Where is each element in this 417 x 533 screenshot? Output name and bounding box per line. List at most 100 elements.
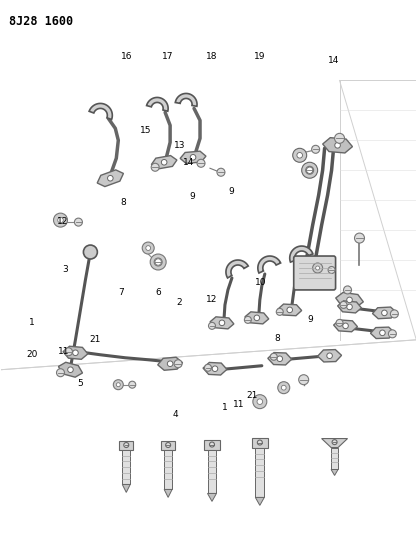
Polygon shape: [318, 350, 342, 362]
Circle shape: [335, 142, 340, 148]
Circle shape: [347, 297, 352, 303]
Text: 16: 16: [121, 52, 132, 61]
Circle shape: [217, 168, 225, 176]
Circle shape: [57, 369, 65, 377]
Text: 19: 19: [254, 52, 265, 61]
Circle shape: [382, 310, 387, 316]
Circle shape: [208, 322, 216, 329]
Bar: [204, 440, 220, 449]
Polygon shape: [245, 312, 269, 324]
Circle shape: [113, 379, 123, 390]
Circle shape: [281, 385, 286, 390]
Circle shape: [313, 263, 323, 273]
Polygon shape: [268, 352, 292, 365]
Polygon shape: [323, 138, 352, 153]
Circle shape: [336, 319, 343, 326]
Circle shape: [75, 218, 83, 226]
Text: 10: 10: [255, 278, 266, 287]
Text: 14: 14: [183, 158, 194, 167]
Text: 7: 7: [118, 287, 124, 296]
Text: 17: 17: [162, 52, 173, 61]
Circle shape: [190, 155, 196, 160]
Circle shape: [257, 440, 262, 445]
Circle shape: [154, 258, 162, 266]
Text: 9: 9: [189, 192, 195, 201]
Circle shape: [150, 254, 166, 270]
Circle shape: [299, 375, 309, 385]
Circle shape: [58, 217, 63, 223]
Circle shape: [219, 320, 225, 326]
Polygon shape: [89, 103, 112, 119]
Circle shape: [276, 309, 283, 316]
Circle shape: [343, 323, 348, 329]
Polygon shape: [175, 93, 197, 106]
Polygon shape: [180, 151, 206, 164]
Polygon shape: [322, 439, 347, 448]
Circle shape: [204, 364, 211, 371]
Circle shape: [327, 353, 332, 359]
Circle shape: [53, 213, 68, 227]
Polygon shape: [290, 246, 313, 262]
Circle shape: [270, 353, 277, 360]
Text: 21: 21: [246, 391, 258, 400]
Circle shape: [108, 175, 113, 181]
Text: 13: 13: [173, 141, 185, 150]
Text: 5: 5: [77, 379, 83, 388]
Polygon shape: [258, 256, 281, 273]
Text: 11: 11: [58, 347, 70, 356]
Polygon shape: [372, 307, 396, 319]
Polygon shape: [97, 170, 123, 187]
Text: 9: 9: [307, 315, 313, 324]
Circle shape: [316, 266, 319, 270]
Circle shape: [124, 442, 129, 448]
Text: 14: 14: [327, 56, 339, 64]
Circle shape: [73, 350, 78, 356]
Text: 12: 12: [57, 217, 68, 226]
Polygon shape: [226, 260, 248, 278]
Circle shape: [354, 233, 364, 243]
Circle shape: [347, 304, 352, 310]
Circle shape: [212, 366, 218, 372]
Circle shape: [334, 133, 344, 143]
Circle shape: [174, 360, 182, 368]
Circle shape: [297, 152, 302, 158]
Polygon shape: [255, 497, 264, 505]
Text: 11: 11: [233, 400, 244, 409]
Bar: [161, 441, 175, 449]
Circle shape: [306, 166, 314, 174]
Polygon shape: [122, 484, 130, 492]
Circle shape: [344, 286, 352, 294]
Bar: [252, 438, 268, 448]
Circle shape: [209, 442, 214, 447]
Polygon shape: [334, 320, 357, 332]
Text: 8J28 1600: 8J28 1600: [9, 15, 73, 28]
Circle shape: [328, 266, 335, 273]
Text: 1: 1: [29, 318, 35, 327]
Polygon shape: [151, 156, 177, 169]
Polygon shape: [158, 357, 183, 370]
Text: 8: 8: [121, 198, 126, 207]
Polygon shape: [203, 362, 227, 375]
Text: 20: 20: [26, 350, 38, 359]
Circle shape: [68, 367, 73, 373]
Polygon shape: [336, 293, 363, 308]
Circle shape: [116, 383, 120, 386]
Circle shape: [142, 242, 154, 254]
Text: 1: 1: [222, 403, 228, 412]
Text: 21: 21: [89, 335, 100, 344]
Circle shape: [146, 246, 151, 251]
Text: 2: 2: [176, 298, 182, 307]
Bar: [331, 448, 338, 470]
Text: 8: 8: [274, 334, 280, 343]
Polygon shape: [147, 98, 168, 111]
Circle shape: [332, 440, 337, 445]
Polygon shape: [58, 362, 83, 377]
Circle shape: [388, 330, 397, 338]
Text: 12: 12: [206, 295, 218, 304]
Polygon shape: [164, 489, 172, 497]
Text: 6: 6: [155, 287, 161, 296]
Polygon shape: [278, 304, 301, 316]
Circle shape: [254, 315, 260, 321]
Circle shape: [293, 148, 306, 162]
Circle shape: [253, 394, 267, 409]
